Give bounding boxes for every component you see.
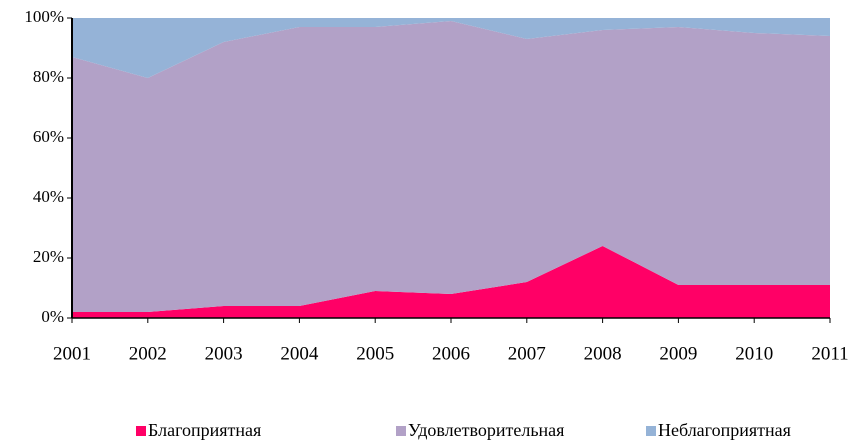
y-tick-label: 0% <box>41 307 64 326</box>
y-tick-label: 80% <box>33 67 64 86</box>
x-tick-label: 2010 <box>735 343 773 364</box>
area <box>72 246 830 318</box>
legend-label: Благоприятная <box>148 420 261 440</box>
x-tick-label: 2004 <box>280 343 319 364</box>
x-tick-label: 2001 <box>53 343 91 364</box>
x-tick-label: 2005 <box>356 343 394 364</box>
x-tick-label: 2006 <box>432 343 470 364</box>
y-tick-label: 100% <box>24 7 64 26</box>
legend-swatch <box>396 426 406 436</box>
legend-swatch <box>646 426 656 436</box>
y-tick-label: 20% <box>33 247 64 266</box>
x-tick-label: 2007 <box>508 343 546 364</box>
area <box>72 18 830 78</box>
legend-label: Удовлетворительная <box>408 420 564 440</box>
area <box>72 21 830 312</box>
y-tick-label: 40% <box>33 187 64 206</box>
legend-swatch <box>136 426 146 436</box>
y-tick-label: 60% <box>33 127 64 146</box>
legend-label: Неблагоприятная <box>658 420 791 440</box>
x-tick-label: 2003 <box>205 343 243 364</box>
x-tick-label: 2002 <box>129 343 167 364</box>
x-tick-label: 2009 <box>659 343 697 364</box>
x-tick-label: 2008 <box>584 343 622 364</box>
x-tick-label: 2011 <box>811 343 848 364</box>
